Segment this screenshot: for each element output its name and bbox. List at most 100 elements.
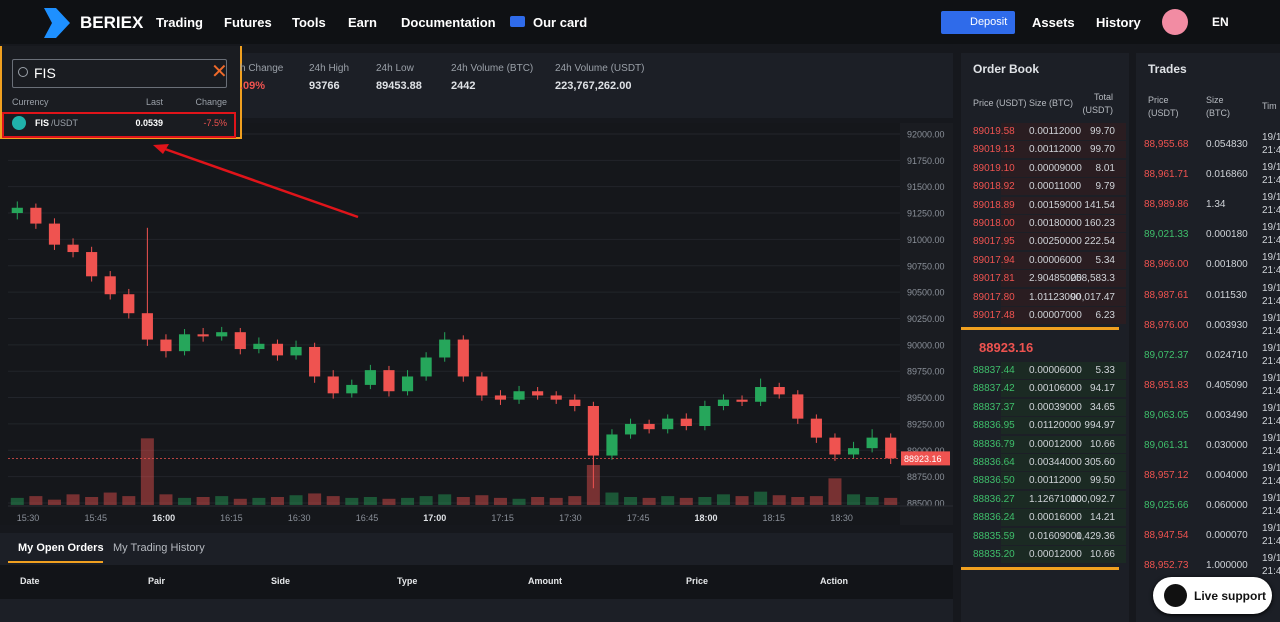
trade-size: 0.000180 (1206, 229, 1248, 241)
book-total: 14.21 (1089, 512, 1115, 524)
trade-date: 19/1 (1262, 282, 1280, 294)
volume-bar (661, 496, 675, 505)
trade-size: 0.060000 (1206, 500, 1248, 512)
nav-item[interactable]: History (1096, 15, 1141, 30)
candle-body (847, 448, 860, 455)
book-price: 88837.44 (973, 365, 1015, 376)
depth-bar (1001, 178, 1126, 196)
change: -7.5% (203, 118, 227, 128)
trade-date: 19/1 (1262, 132, 1280, 143)
last-price-box (901, 451, 950, 466)
stat-label: h Change (240, 63, 284, 74)
y-tick-label: 88500.00 (907, 498, 945, 508)
trade-date: 19/1 (1262, 402, 1280, 414)
candle-body (420, 357, 432, 377)
stat-value: .09% (240, 80, 266, 92)
book-total: 99.70 (1089, 144, 1115, 156)
candle-body (401, 376, 414, 392)
deposit-label[interactable]: Deposit (970, 16, 1008, 28)
trade-time: 21:4 (1262, 415, 1280, 427)
highlight-box (2, 112, 236, 138)
nav-item[interactable]: Documentation (401, 15, 496, 30)
trade-price: 89,063.05 (1144, 409, 1189, 421)
book-size: 0.00106000 (1029, 383, 1082, 395)
trade-size: 0.003490 (1206, 409, 1248, 421)
x-tick-label: 16:45 (356, 513, 379, 523)
depth-bar (1001, 472, 1126, 490)
candle-body (773, 387, 785, 395)
mid-price: 88923.16 (979, 340, 1034, 355)
nav-item[interactable]: Trading (156, 15, 203, 30)
search-text[interactable]: FIS (34, 65, 56, 81)
tr-header: Size (BTC) (1206, 95, 1230, 118)
trade-date: 19/1 (1262, 192, 1280, 204)
book-size: 0.00112000 (1029, 126, 1082, 137)
close-icon[interactable]: ✕ (211, 61, 228, 83)
trade-price: 88,989.86 (1144, 199, 1189, 211)
coin-icon (12, 116, 26, 130)
avatar[interactable] (1162, 9, 1188, 35)
volume-bar (29, 496, 43, 505)
volume-bar (698, 497, 712, 505)
search-input[interactable] (12, 59, 227, 88)
candle-body (86, 252, 98, 277)
book-price: 88836.95 (973, 420, 1015, 432)
x-tick-label: 16:15 (220, 513, 243, 523)
book-price: 89017.94 (973, 254, 1015, 266)
y-tick-label: 90250.00 (907, 314, 945, 324)
language[interactable]: EN (1212, 15, 1229, 29)
y-tick-label: 91000.00 (907, 235, 945, 245)
trade-date: 19/1 (1262, 433, 1280, 444)
trade-price: 89,061.31 (1144, 440, 1189, 451)
trade-price: 89,072.37 (1144, 349, 1189, 361)
column-header: Type (397, 576, 418, 586)
candle-body (532, 391, 544, 396)
book-size: 1.01123000 (1029, 291, 1082, 303)
book-size: 0.00006000 (1029, 365, 1082, 376)
logo-icon (44, 8, 70, 38)
trade-time: 21:4 (1262, 325, 1280, 337)
volume-bar (196, 497, 210, 505)
candle-body (699, 405, 711, 427)
deposit-button[interactable] (941, 11, 1015, 34)
panel-title: Trades (1148, 62, 1187, 76)
nav-item[interactable]: Earn (348, 15, 377, 30)
candle-body (494, 395, 507, 400)
trade-date: 19/1 (1262, 372, 1280, 384)
candle-body (290, 346, 302, 356)
trade-price: 88,952.73 (1144, 560, 1189, 572)
candle-body (160, 339, 172, 352)
depth-bar (1001, 546, 1126, 563)
search-glass (18, 67, 28, 77)
nav-item[interactable]: Assets (1032, 15, 1075, 30)
volume-bar (512, 498, 526, 505)
trade-size: 1.34 (1206, 199, 1226, 211)
pair-base[interactable]: FIS (35, 118, 50, 128)
nav-item[interactable]: Futures (224, 15, 272, 30)
book-price: 89017.81 (973, 273, 1015, 285)
logo-text: BERIEX (80, 13, 144, 32)
trade-price: 89,021.33 (1144, 229, 1189, 241)
book-total: 6.23 (1095, 310, 1115, 321)
last-price: 0.0539 (135, 118, 163, 128)
depth-bar (1001, 380, 1126, 398)
trade-price: 88,987.61 (1144, 289, 1189, 301)
y-tick-label: 89750.00 (907, 367, 945, 377)
tab[interactable]: My Open Orders (18, 542, 104, 554)
nav-item[interactable]: Our card (533, 15, 588, 30)
nav-item[interactable]: Tools (292, 15, 326, 30)
support-label[interactable]: Live support (1194, 589, 1267, 603)
book-size: 0.00011000 (1029, 181, 1082, 193)
book-size: 0.01609000 (1029, 530, 1082, 542)
y-tick-label: 91750.00 (907, 156, 945, 166)
book-size: 0.00159000 (1029, 199, 1082, 211)
book-total: 1,429.36 (1076, 530, 1115, 542)
y-tick-label: 91500.00 (907, 182, 945, 192)
divider (961, 567, 1119, 570)
volume-bar (475, 495, 489, 505)
trade-size: 0.405090 (1206, 379, 1248, 391)
candle-body (885, 437, 897, 459)
depth-bar (1001, 196, 1126, 214)
candle-body (327, 376, 339, 394)
tab[interactable]: My Trading History (113, 542, 205, 554)
